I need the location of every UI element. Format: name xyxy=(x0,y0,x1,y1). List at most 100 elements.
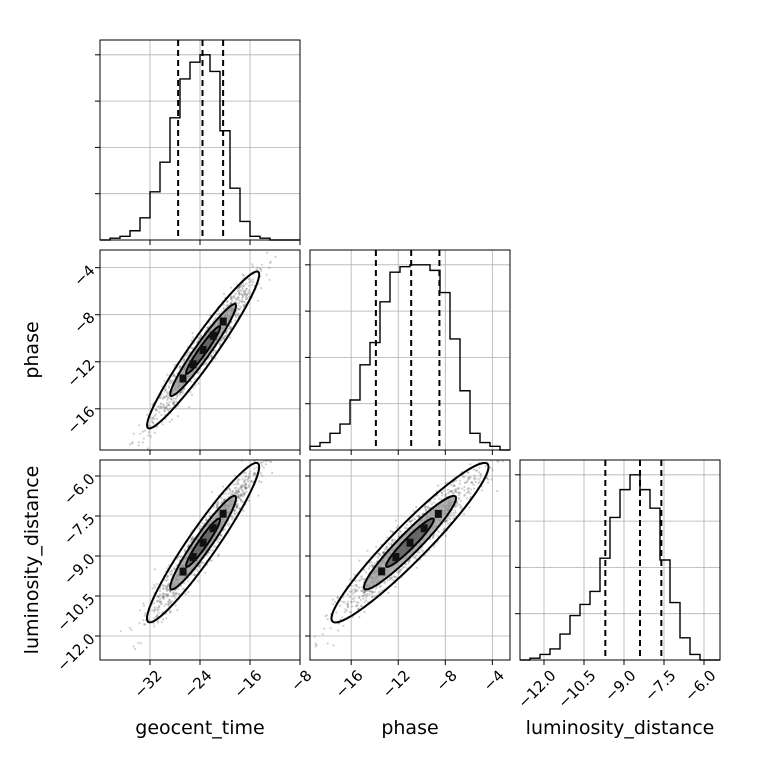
scatter-point xyxy=(238,293,241,296)
scatter-point xyxy=(237,490,241,494)
scatter-point xyxy=(243,480,246,483)
scatter-point xyxy=(184,592,187,596)
scatter-point xyxy=(198,563,202,566)
scatter-point xyxy=(424,508,427,511)
scatter-point xyxy=(170,380,173,383)
scatter-point xyxy=(358,559,361,562)
scatter-point xyxy=(469,492,472,495)
scatter-point xyxy=(242,304,245,307)
scatter-point xyxy=(398,529,401,532)
scatter-point xyxy=(179,555,182,559)
contour-outer xyxy=(330,461,490,624)
scatter-point xyxy=(131,441,134,444)
scatter-point xyxy=(466,479,469,482)
scatter-point xyxy=(457,493,460,497)
scatter-point xyxy=(364,599,368,602)
scatter-point xyxy=(167,564,170,567)
scatter-point xyxy=(463,475,466,479)
scatter-point xyxy=(173,566,176,570)
scatter-point xyxy=(160,406,163,409)
scatter-point xyxy=(173,595,176,598)
scatter-point xyxy=(149,425,152,428)
scatter-point xyxy=(242,290,245,293)
scatter-point xyxy=(421,549,424,552)
scatter-point xyxy=(154,413,157,416)
contour-outer xyxy=(146,270,261,430)
scatter-point xyxy=(178,392,181,395)
scatter-point xyxy=(230,297,233,300)
scatter-point xyxy=(229,297,233,300)
scatter-point xyxy=(153,568,156,571)
scatter-point xyxy=(167,582,170,585)
scatter-point xyxy=(421,550,424,553)
scatter-point xyxy=(228,327,231,330)
scatter-point xyxy=(153,606,156,609)
scatter-point xyxy=(169,407,172,410)
scatter-point xyxy=(355,590,358,593)
scatter-point xyxy=(223,336,226,340)
scatter-point xyxy=(235,490,238,493)
scatter-point xyxy=(158,600,161,604)
scatter-point xyxy=(356,585,359,588)
scatter-point xyxy=(165,395,168,398)
scatter-point xyxy=(241,494,244,497)
scatter-point xyxy=(345,609,348,612)
scatter-point xyxy=(382,551,385,554)
scatter-point xyxy=(375,545,378,549)
scatter-point xyxy=(360,577,363,581)
scatter-point xyxy=(166,392,169,395)
scatter-point xyxy=(225,330,228,333)
scatter-point xyxy=(357,607,360,611)
scatter-point xyxy=(395,526,398,529)
scatter-point xyxy=(235,489,238,492)
scatter-point xyxy=(354,589,357,592)
scatter-point xyxy=(216,504,219,507)
scatter-point xyxy=(353,600,356,603)
scatter-point xyxy=(137,641,140,645)
scatter-point xyxy=(165,594,168,597)
scatter-point xyxy=(223,528,226,531)
scatter-point xyxy=(237,290,240,293)
scatter-point xyxy=(453,489,456,492)
scatter-point xyxy=(458,482,461,485)
scatter-point xyxy=(153,608,156,611)
scatter-point xyxy=(199,564,202,568)
scatter-point xyxy=(172,397,175,400)
scatter-point xyxy=(165,401,169,405)
scatter-point xyxy=(238,496,241,499)
scatter-point xyxy=(216,503,219,506)
scatter-point xyxy=(415,554,418,557)
scatter-point xyxy=(362,569,366,572)
scatter-point xyxy=(235,506,238,510)
scatter-point xyxy=(405,527,408,530)
scatter-point xyxy=(361,585,364,589)
scatter-point xyxy=(271,454,273,456)
scatter-point xyxy=(371,565,374,569)
scatter-point xyxy=(239,486,242,489)
scatter-point xyxy=(424,505,427,508)
scatter-point xyxy=(343,601,346,604)
scatter-point xyxy=(181,362,184,365)
scatter-point xyxy=(143,429,146,432)
scatter-point xyxy=(453,484,456,487)
scatter-point xyxy=(409,520,412,524)
scatter-point xyxy=(396,571,399,574)
scatter-point xyxy=(374,587,377,590)
scatter-point xyxy=(240,494,243,497)
scatter-point xyxy=(447,488,450,491)
scatter-point xyxy=(162,405,165,408)
scatter-point xyxy=(418,514,421,517)
scatter-point xyxy=(478,480,481,483)
scatter-point xyxy=(390,542,393,545)
scatter-point xyxy=(250,280,253,283)
scatter-point xyxy=(260,287,263,290)
scatter-point xyxy=(378,553,381,556)
scatter-point xyxy=(157,608,160,612)
scatter-point xyxy=(467,491,470,494)
scatter-point xyxy=(359,576,362,579)
scatter-point xyxy=(167,403,170,406)
scatter-point xyxy=(156,595,159,598)
scatter-point xyxy=(165,576,168,579)
scatter-point xyxy=(167,593,170,596)
scatter-point xyxy=(432,534,435,537)
